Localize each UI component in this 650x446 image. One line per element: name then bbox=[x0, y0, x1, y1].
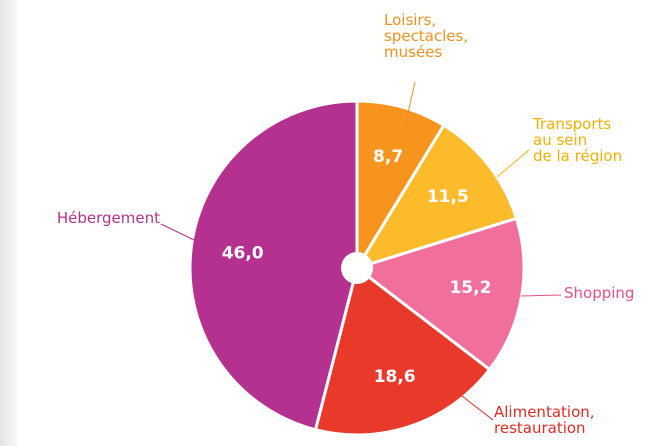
leader-line bbox=[520, 294, 562, 297]
value-label: 8,7 bbox=[373, 147, 403, 167]
leader-line bbox=[404, 81, 416, 127]
pie-slice bbox=[353, 216, 526, 372]
value-label: 11,5 bbox=[427, 187, 469, 207]
pie-slice bbox=[353, 123, 519, 271]
side-shadow bbox=[0, 0, 18, 446]
value-label: 46,0 bbox=[222, 244, 264, 264]
pie-slice bbox=[188, 99, 359, 432]
category-label: Hébergement bbox=[56, 209, 160, 227]
leader-line bbox=[461, 395, 494, 421]
category-label: Transports au sein de la région bbox=[533, 115, 623, 165]
leader-line bbox=[160, 223, 195, 241]
pie-slice bbox=[313, 265, 492, 437]
category-label: Alimentation, restauration bbox=[494, 403, 595, 437]
category-label: Shopping bbox=[564, 284, 635, 302]
value-label: 18,6 bbox=[374, 367, 416, 387]
leader-line bbox=[496, 149, 530, 178]
value-label: 15,2 bbox=[449, 278, 491, 298]
category-label: Loisirs, spectacles, musées bbox=[384, 11, 469, 61]
pie-slice bbox=[355, 99, 446, 274]
center-hole bbox=[341, 252, 373, 284]
